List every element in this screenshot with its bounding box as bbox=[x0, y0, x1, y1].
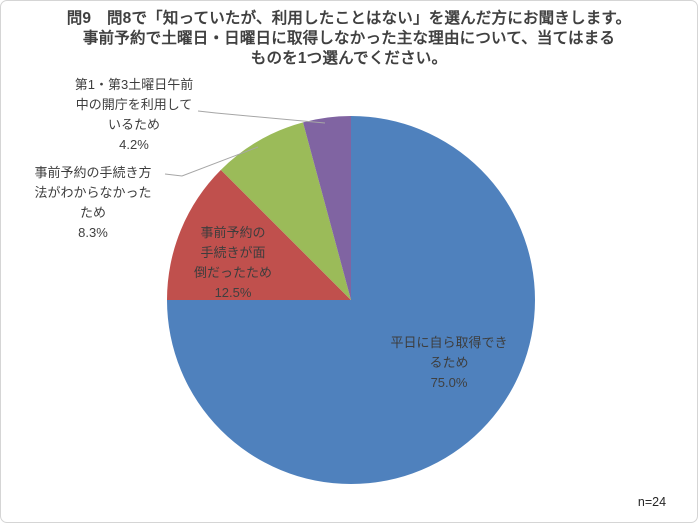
chart-title-line-3: ものを1つ選んでください。 bbox=[250, 50, 448, 67]
slice-label-text: 法がわからなかった bbox=[34, 185, 152, 200]
slice-label-method-unknown: 事前予約の手続き方 法がわからなかった ため 8.3% bbox=[3, 163, 183, 243]
chart-title-line-2: 事前予約で土曜日・日曜日に取得しなかった主な理由について、当てはまる bbox=[82, 30, 616, 47]
slice-label-text: いるため bbox=[107, 117, 160, 132]
slice-label-text: 事前予約の手続き方 bbox=[34, 165, 152, 180]
sample-size-label: n=24 bbox=[637, 495, 667, 509]
slice-label-percent: 8.3% bbox=[78, 225, 108, 240]
leader-line-saturday-open bbox=[197, 110, 326, 124]
slice-label-text: 平日に自ら取得でき bbox=[390, 335, 508, 350]
pie-slice-procedure-tedious bbox=[166, 169, 351, 300]
chart-title: 問9 問8で「知っていたが、利用したことはない」を選んだ方にお聞きします。 事前… bbox=[1, 9, 697, 69]
slice-label-text: るため bbox=[429, 355, 469, 370]
slice-label-text: 中の開庁を利用して bbox=[75, 97, 193, 112]
slice-label-text: 手続きが面 bbox=[200, 245, 266, 260]
slice-label-text: 事前予約の bbox=[200, 225, 266, 240]
slice-label-saturday-open: 第1・第3土曜日午前 中の開庁を利用して いるため 4.2% bbox=[49, 75, 219, 155]
leader-line-method-unknown bbox=[164, 146, 259, 177]
slice-label-percent: 4.2% bbox=[119, 137, 149, 152]
pie-slice-method-unknown bbox=[220, 122, 351, 301]
slice-label-weekday-self: 平日に自ら取得でき るため 75.0% bbox=[369, 333, 529, 393]
slice-label-text: ため bbox=[79, 205, 106, 220]
slice-label-percent: 75.0% bbox=[430, 375, 468, 390]
pie-slices bbox=[166, 116, 535, 484]
slice-label-procedure-tedious: 事前予約の 手続きが面 倒だったため 12.5% bbox=[173, 223, 293, 303]
slice-label-text: 第1・第3土曜日午前 bbox=[74, 77, 194, 92]
slice-label-text: 倒だったため bbox=[193, 265, 272, 280]
pie-slice-saturday-open bbox=[303, 116, 351, 300]
slice-label-percent: 12.5% bbox=[214, 285, 252, 300]
chart-title-line-1: 問9 問8で「知っていたが、利用したことはない」を選んだ方にお聞きします。 bbox=[66, 10, 632, 27]
